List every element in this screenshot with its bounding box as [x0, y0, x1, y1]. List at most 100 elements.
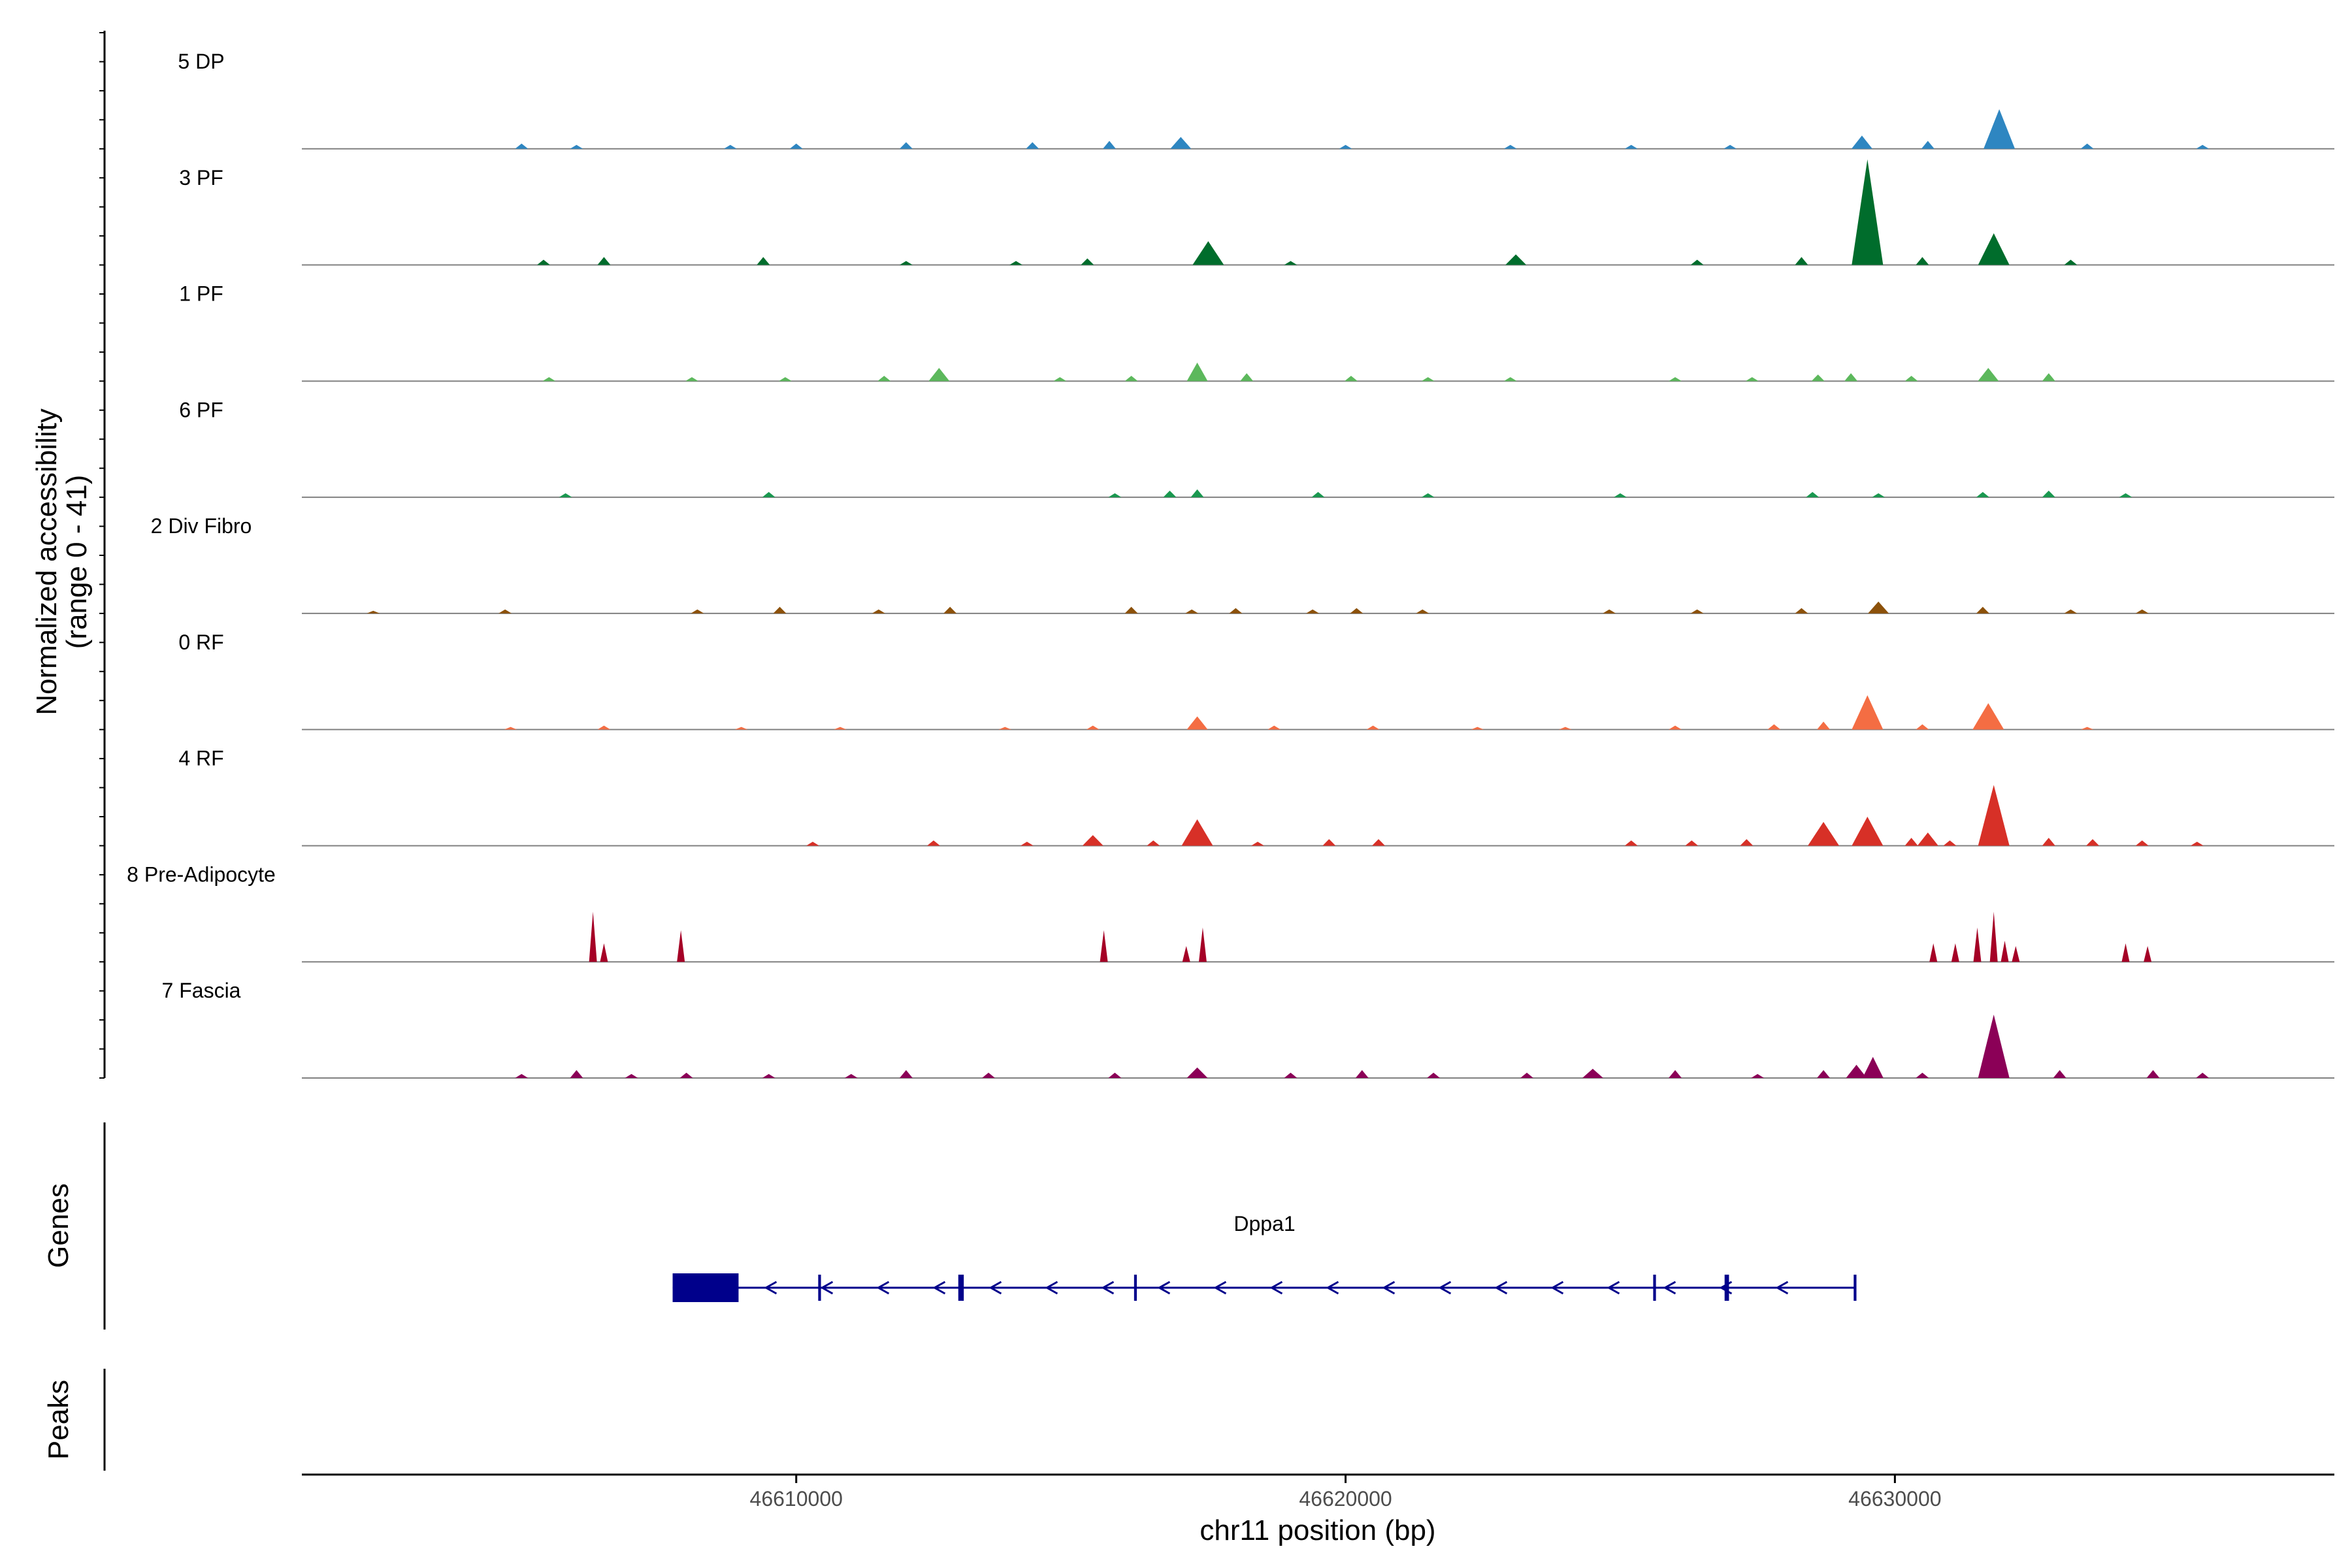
coverage-peak: [679, 1072, 693, 1078]
coverage-peak: [1984, 109, 2016, 149]
coverage-peak: [1624, 144, 1638, 149]
x-tick-label: 46620000: [1299, 1487, 1392, 1511]
coverage-peak: [1872, 493, 1886, 498]
track-label: 5 DP: [178, 50, 224, 73]
coverage-peak: [691, 609, 704, 613]
coverage-peak: [1852, 695, 1884, 730]
coverage-peak: [1124, 376, 1138, 382]
coverage-peak: [757, 257, 770, 265]
coverage-peak: [2053, 1070, 2066, 1078]
track-1-pf: 1 PF: [179, 282, 2334, 382]
coverage-peak: [1416, 609, 1429, 613]
coverage-peak: [899, 261, 913, 265]
coverage-peak: [367, 610, 380, 613]
coverage-peak: [1240, 373, 1254, 382]
coverage-peak: [1795, 257, 1808, 265]
coverage-peak: [1751, 1073, 1765, 1078]
coverage-peak: [1976, 492, 1989, 498]
strand-arrow: [1101, 1281, 1115, 1295]
coverage-peak: [2012, 945, 2020, 962]
coverage-peak: [1917, 832, 1938, 846]
coverage-peak: [998, 727, 1012, 730]
coverage-peak: [1669, 1070, 1682, 1078]
coverage-peak: [1190, 489, 1204, 498]
coverage-peak: [685, 377, 698, 382]
track-label: 8 Pre-Adipocyte: [127, 862, 276, 886]
coverage-peak: [2144, 945, 2152, 962]
strand-arrow: [876, 1281, 890, 1295]
coverage-peak: [2086, 839, 2100, 846]
track-2-div-fibro: 2 Div Fibro: [151, 514, 2334, 614]
coverage-peak: [1186, 1067, 1208, 1078]
coverage-peak: [778, 377, 792, 382]
coverage-peak: [2190, 841, 2204, 846]
coverage-peak: [928, 368, 950, 382]
coverage-peak: [1978, 1014, 2010, 1078]
coverage-peak: [1427, 1072, 1441, 1078]
gene-exon: [818, 1275, 821, 1301]
coverage-peak: [2080, 727, 2094, 730]
track-3-pf: 3 PF: [179, 159, 2334, 266]
coverage-peak: [806, 841, 819, 846]
strand-arrow: [1157, 1281, 1171, 1295]
coverage-peak: [1795, 608, 1808, 613]
strand-arrow: [1719, 1281, 1733, 1295]
coverage-peak: [833, 727, 847, 730]
coverage-peak: [600, 943, 608, 962]
x-axis-title: chr11 position (bp): [1200, 1514, 1435, 1546]
genes-track-title: Genes: [42, 1183, 74, 1268]
coverage-peak: [1624, 840, 1638, 846]
coverage-peak: [1181, 819, 1213, 846]
gene-exon: [1854, 1275, 1857, 1301]
coverage-peak: [1082, 835, 1103, 846]
coverage-peak: [844, 1073, 858, 1078]
strand-arrow: [1607, 1281, 1620, 1295]
coverage-peak: [1251, 841, 1265, 846]
coverage-peak: [1503, 144, 1517, 149]
coverage-peak: [2064, 259, 2078, 265]
coverage-peak: [1026, 142, 1039, 149]
strand-arrow: [932, 1281, 946, 1295]
coverage-peak: [1284, 261, 1298, 265]
coverage-peak: [1124, 606, 1138, 613]
coverage-peak: [1471, 727, 1484, 730]
coverage-peak: [1053, 377, 1067, 382]
coverage-peak: [1916, 257, 1929, 265]
coverage-peak: [504, 727, 517, 730]
coverage-peak: [1520, 1072, 1534, 1078]
coverage-peak: [597, 257, 611, 265]
coverage-peak: [2042, 838, 2055, 846]
coverage-peak: [1951, 943, 1959, 962]
x-axis-ticks: 46610000 46620000 46630000: [750, 1475, 1942, 1511]
coverage-peak: [1350, 608, 1364, 613]
coverage-peak: [1972, 703, 2004, 730]
coverage-peak: [1267, 725, 1281, 730]
coverage-peak: [1978, 233, 2010, 265]
coverage-peak: [2121, 943, 2130, 962]
coverage-peak: [1182, 945, 1190, 962]
coverage-peak: [1862, 1056, 1884, 1078]
coverage-peak: [2042, 373, 2055, 382]
strand-arrow: [1269, 1281, 1283, 1295]
coverage-peak: [1186, 716, 1208, 730]
coverage-peak: [2135, 609, 2149, 613]
coverage-peak: [1192, 241, 1224, 265]
x-tick-label: 46630000: [1848, 1487, 1941, 1511]
coverage-peak: [1355, 1070, 1369, 1078]
peaks-track-title: Peaks: [42, 1380, 74, 1460]
coverage-peak: [1767, 724, 1781, 730]
coverage-peak: [1185, 609, 1199, 613]
coverage-peak: [625, 1073, 638, 1078]
coverage-peak: [1421, 377, 1435, 382]
coverage-peak: [2064, 609, 2078, 613]
strand-arrow: [764, 1281, 777, 1295]
coverage-peak: [677, 930, 685, 962]
coverage-peak: [1723, 144, 1737, 149]
track-label: 3 PF: [179, 166, 223, 189]
coverage-peak: [1306, 609, 1320, 613]
coverage-peak: [515, 1073, 529, 1078]
gene-exon: [1724, 1275, 1729, 1301]
coverage-peak: [2119, 493, 2132, 498]
coverage-peak: [515, 143, 529, 149]
coverage-peak: [1582, 1068, 1603, 1078]
